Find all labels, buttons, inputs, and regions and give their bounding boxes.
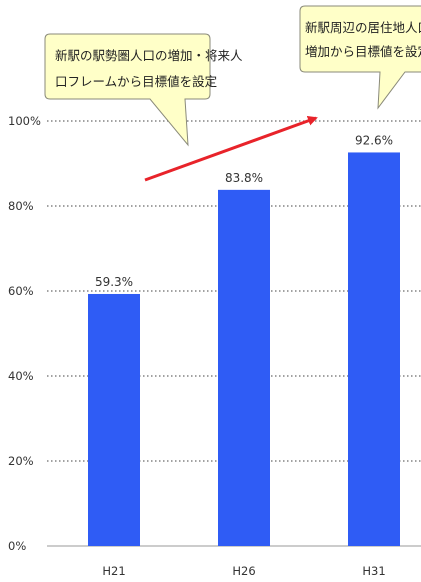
callout-right-bubble (299, 5, 421, 110)
callout-right-line-1: 新駅周辺の居住地人口の (305, 20, 421, 35)
y-tick-label: 80% (8, 199, 34, 213)
callout-left: 新駅の駅勢圏人口の増加・将来人 口フレームから目標値を設定 (44, 33, 243, 147)
x-tick-label: H31 (362, 564, 385, 578)
bar (88, 293, 140, 546)
callout-left-bubble (44, 33, 211, 147)
y-tick-label: 60% (8, 284, 34, 298)
trend-arrow (144, 116, 318, 182)
data-label: 92.6% (355, 133, 393, 147)
data-label: 83.8% (225, 171, 263, 185)
x-tick-label: H21 (102, 564, 125, 578)
x-tick-label: H26 (232, 564, 255, 578)
data-labels: 59.3% 83.8% 92.6% (95, 133, 393, 289)
bars (88, 152, 400, 546)
y-axis-tick-labels: 0% 20% 40% 60% 80% 100% (8, 114, 41, 553)
bar (218, 189, 270, 546)
bar (348, 152, 400, 546)
callout-right-line-2: 増加から目標値を設定 (305, 44, 421, 59)
y-tick-label: 20% (8, 454, 34, 468)
y-tick-label: 40% (8, 369, 34, 383)
x-axis-tick-labels: H21 H26 H31 (102, 564, 385, 578)
y-tick-label: 100% (8, 114, 41, 128)
y-tick-label: 0% (8, 539, 26, 553)
callout-left-line-1: 新駅の駅勢圏人口の増加・将来人 (55, 48, 243, 63)
callout-left-line-2: 口フレームから目標値を設定 (55, 74, 217, 89)
callout-right: 新駅周辺の居住地人口の 増加から目標値を設定 (299, 5, 421, 110)
data-label: 59.3% (95, 275, 133, 289)
